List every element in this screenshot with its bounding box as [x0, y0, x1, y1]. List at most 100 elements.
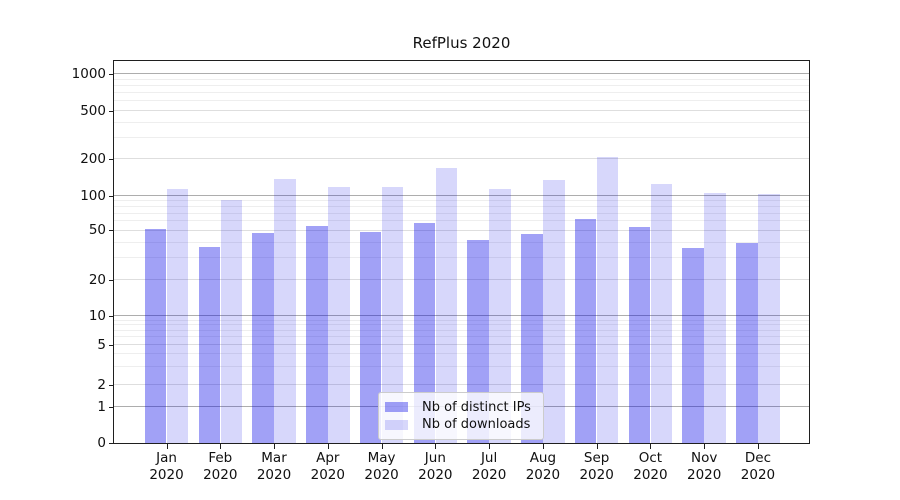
bar-downloads [543, 179, 565, 443]
legend-label: Nb of downloads [422, 417, 531, 433]
y-tick-label: 1 [97, 398, 106, 415]
y-tick-mark [109, 280, 114, 282]
gridline-minor [114, 91, 809, 93]
gridline-decade [114, 72, 809, 74]
y-tick-mark [109, 385, 114, 387]
bar-downloads [650, 183, 673, 443]
bar-distinct-ips [628, 226, 651, 443]
bar-distinct-ips [574, 218, 597, 443]
gridline-minor [114, 336, 809, 338]
gridline-minor [114, 319, 809, 321]
gridline-minor [114, 136, 809, 138]
y-tick-label: 1000 [71, 65, 106, 82]
bar-distinct-ips [359, 231, 382, 443]
x-tick-mark [542, 444, 544, 449]
x-tick-label: Jul 2020 [471, 450, 507, 483]
gridline-major [114, 343, 809, 345]
x-tick-label: Apr 2020 [310, 450, 345, 483]
gridline-minor [114, 100, 809, 102]
x-tick-mark [489, 444, 491, 449]
x-tick-mark [704, 444, 706, 449]
bar-distinct-ips [144, 228, 167, 443]
bar-downloads [381, 187, 404, 443]
y-tick-label: 50 [88, 222, 106, 239]
y-tick-label: 100 [80, 187, 106, 204]
bar-distinct-ips [413, 223, 436, 443]
x-tick-label: Jun 2020 [418, 450, 453, 483]
bar-distinct-ips [198, 246, 221, 443]
gridline-minor [114, 78, 809, 80]
gridline-major [114, 384, 809, 386]
bar-downloads [166, 189, 189, 443]
gridline-minor [114, 205, 809, 207]
gridline-minor [114, 353, 809, 355]
y-tick-label: 2 [97, 377, 106, 394]
y-tick-label: 10 [88, 308, 106, 325]
legend-swatch-downloads [385, 419, 408, 430]
bar-downloads [274, 178, 296, 443]
gridline-major [114, 109, 809, 111]
gridline-minor [114, 84, 809, 86]
y-tick-mark [109, 344, 114, 346]
x-tick-label: Jan 2020 [149, 450, 184, 483]
bar-distinct-ips [252, 232, 274, 443]
gridline-minor [114, 212, 809, 214]
legend-item-distinct-ips: Nb of distinct IPs [385, 399, 535, 416]
gridline-minor [114, 257, 809, 259]
bar-downloads [704, 193, 726, 443]
y-tick-mark [109, 230, 114, 232]
gridline-minor [114, 199, 809, 201]
bar-distinct-ips [736, 242, 758, 443]
x-tick-label: Dec 2020 [740, 450, 776, 483]
x-tick-mark [220, 444, 222, 449]
gridline-major [114, 279, 809, 281]
gridline-minor [114, 324, 809, 326]
x-tick-label: Oct 2020 [633, 450, 668, 483]
x-tick-label: Sep 2020 [579, 450, 614, 483]
y-tick-label: 0 [97, 435, 106, 451]
y-tick-mark [109, 110, 114, 112]
y-tick-mark [109, 159, 114, 161]
y-tick-mark [109, 443, 114, 444]
gridline-major [114, 229, 809, 231]
y-tick-mark [109, 316, 114, 318]
x-tick-mark [435, 444, 437, 449]
x-tick-mark [274, 444, 276, 449]
x-tick-label: Nov 2020 [687, 450, 722, 483]
plot-area [113, 60, 810, 444]
legend-swatch-distinct-ips [385, 402, 408, 413]
gridline-minor [114, 121, 809, 123]
x-tick-label: Aug 2020 [525, 450, 561, 483]
x-tick-mark [596, 444, 598, 449]
y-tick-mark [109, 73, 114, 75]
gridline-major [114, 158, 809, 160]
x-tick-label: May 2020 [364, 450, 399, 483]
bar-downloads [758, 194, 780, 443]
y-tick-label: 500 [80, 102, 106, 119]
legend: Nb of distinct IPs Nb of downloads [378, 392, 544, 440]
y-tick-label: 200 [80, 151, 106, 168]
legend-item-downloads: Nb of downloads [385, 417, 535, 434]
bar-distinct-ips [306, 225, 328, 443]
x-tick-label: Feb 2020 [203, 450, 238, 483]
chart-title: RefPlus 2020 [412, 34, 511, 52]
bar-downloads [435, 168, 458, 443]
bar-distinct-ips [521, 233, 543, 443]
bar-downloads [220, 199, 243, 443]
x-tick-mark [166, 444, 168, 449]
gridline-minor [114, 241, 809, 243]
gridline-minor [114, 220, 809, 222]
y-tick-label: 5 [97, 336, 106, 353]
x-tick-mark [650, 444, 652, 449]
y-tick-mark [109, 195, 114, 197]
bar-downloads [596, 156, 619, 443]
bar-downloads [489, 188, 511, 443]
bar-downloads [328, 186, 350, 443]
x-tick-mark [757, 444, 759, 449]
gridline-minor [114, 366, 809, 368]
x-tick-label: Mar 2020 [256, 450, 292, 483]
legend-label: Nb of distinct IPs [422, 399, 531, 415]
gridline-decade [114, 315, 809, 317]
bar-distinct-ips [682, 248, 704, 443]
